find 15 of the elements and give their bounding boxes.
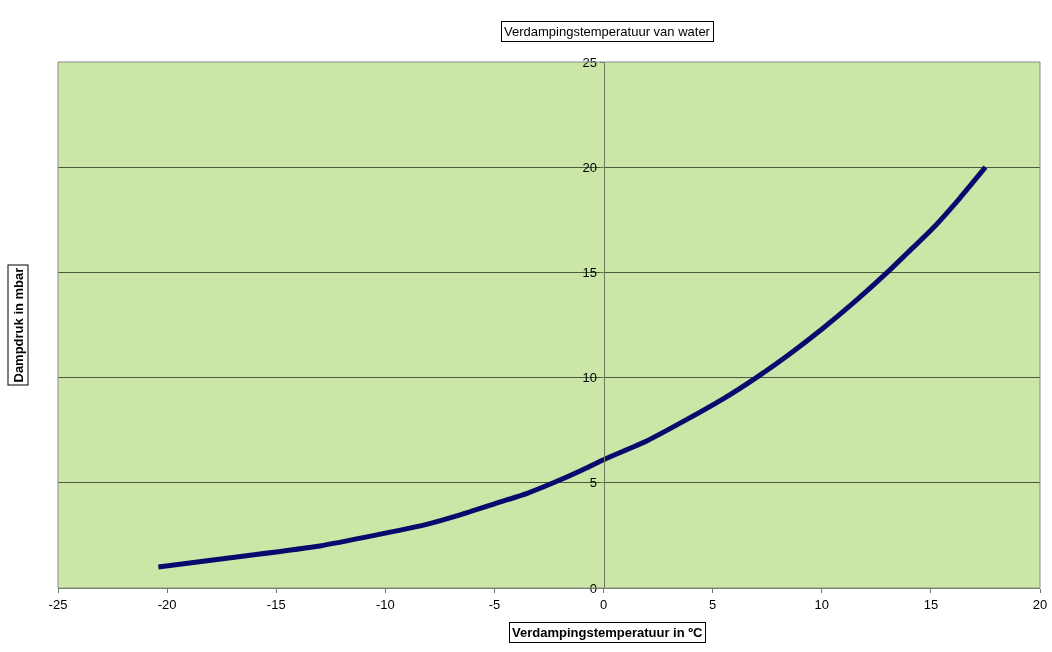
x-tick-label: -25 bbox=[48, 596, 68, 612]
x-tick-label: -20 bbox=[157, 596, 177, 612]
chart-title: Verdampingstemperatuur van water bbox=[504, 24, 711, 39]
y-tick-label: 25 bbox=[582, 54, 597, 70]
x-tick-label: -15 bbox=[266, 596, 286, 612]
x-tick-label: 5 bbox=[709, 596, 717, 612]
x-tick-label: 10 bbox=[814, 596, 830, 612]
x-tick-label: 0 bbox=[599, 596, 608, 612]
x-tick-label: 20 bbox=[1032, 596, 1048, 612]
x-tick-label: 15 bbox=[923, 596, 939, 612]
x-tick-label: -10 bbox=[375, 596, 395, 612]
y-tick-label: 0 bbox=[589, 580, 597, 596]
x-axis-title: Verdampingstemperatuur in ºC bbox=[512, 625, 704, 640]
x-tick-label: -5 bbox=[488, 596, 501, 612]
y-axis-title: Dampdruk in mbar bbox=[10, 267, 26, 383]
